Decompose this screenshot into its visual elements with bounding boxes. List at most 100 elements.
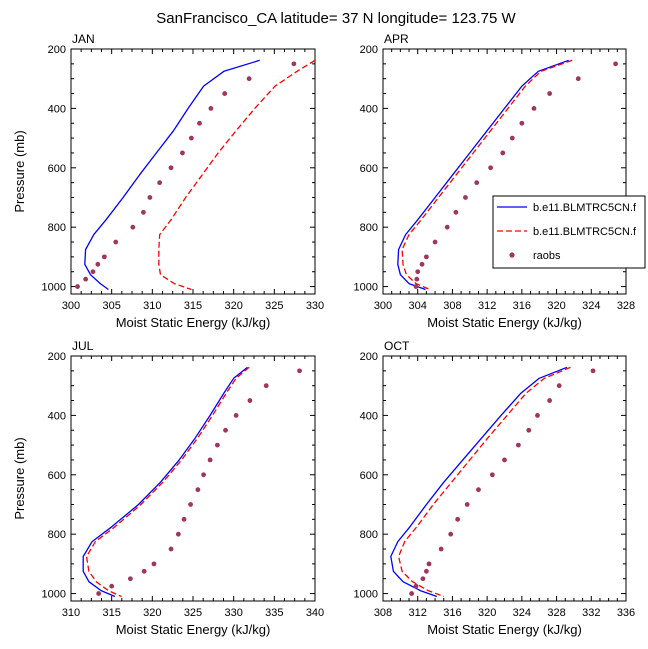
y-tick-label: 400 xyxy=(360,410,378,422)
raobs-point xyxy=(147,195,153,200)
raobs-point xyxy=(180,150,185,156)
raobs-point xyxy=(509,135,515,141)
y-tick-label: 800 xyxy=(48,529,66,541)
y-tick-label: 800 xyxy=(48,222,66,234)
plot-frame xyxy=(70,48,316,295)
raobs-point xyxy=(188,135,194,141)
raobs-point xyxy=(141,568,147,574)
raobs-point xyxy=(547,398,553,403)
raobs-point xyxy=(215,442,220,448)
y-tick-label: 400 xyxy=(48,103,66,115)
raobs-point xyxy=(208,105,214,111)
panel-title: APR xyxy=(384,32,409,46)
series-group xyxy=(82,366,302,598)
raobs-point xyxy=(101,254,107,260)
raobs-point xyxy=(463,195,468,200)
y-tick-label: 1000 xyxy=(42,282,66,294)
x-tick-label: 312 xyxy=(478,300,496,312)
y-tick-label: 200 xyxy=(48,351,66,363)
raobs-point xyxy=(109,583,115,589)
x-axis-label: Moist Static Energy (kJ/kg) xyxy=(427,315,582,330)
panel-jan: JAN 300 305 310 315 320 325 330 200 400 600 800 1000… xyxy=(12,32,324,330)
raobs-point xyxy=(448,531,454,537)
x-tick-label: 308 xyxy=(374,607,392,619)
raobs-point xyxy=(246,76,252,82)
raobs-point xyxy=(488,165,494,171)
panel-title: OCT xyxy=(384,339,410,353)
raobs-point xyxy=(556,383,562,389)
x-axis-label: Moist Static Energy (kJ/kg) xyxy=(427,622,582,637)
raobs-point xyxy=(409,591,415,596)
raobs-point xyxy=(444,224,450,230)
raobs-point xyxy=(188,502,193,507)
raobs-point xyxy=(474,180,480,186)
figure-title: SanFrancisco_CA latitude= 37 N longitude… xyxy=(156,10,516,27)
raobs-point xyxy=(413,284,419,289)
raobs-point xyxy=(453,209,459,215)
panel-apr: APR 300 304 308 312 316 320 324 328 200 400 600 800 1… xyxy=(354,32,636,330)
model-line-dashed xyxy=(397,366,571,598)
raobs-point xyxy=(181,516,187,522)
legend-label: b.e11.BLMTRC5CN.f xyxy=(533,226,637,238)
raobs-point xyxy=(464,502,470,507)
raobs-point xyxy=(547,91,553,96)
x-tick-label: 325 xyxy=(265,300,283,312)
raobs-point xyxy=(476,487,481,493)
legend: b.e11.BLMTRC5CN.f b.e11.BLMTRC5CN.f raobs xyxy=(492,195,646,269)
x-tick-label: 324 xyxy=(513,607,531,619)
raobs-point xyxy=(175,531,181,537)
model-line-solid xyxy=(397,59,569,291)
raobs-point xyxy=(590,368,596,374)
y-tick-label: 600 xyxy=(360,163,378,175)
model-line-solid xyxy=(390,366,568,598)
x-tick-label: 316 xyxy=(443,607,461,619)
x-tick-label: 328 xyxy=(547,607,565,619)
y-tick-label: 400 xyxy=(48,410,66,422)
raobs-point xyxy=(127,576,133,582)
y-tick-label: 200 xyxy=(360,351,378,363)
y-tick-label: 200 xyxy=(360,44,378,56)
raobs-point xyxy=(263,383,269,389)
legend-box xyxy=(492,195,646,269)
y-axis-label: Pressure (mb) xyxy=(12,130,27,212)
model-line-dashed xyxy=(401,59,573,291)
raobs-point xyxy=(83,276,89,282)
x-axis-label: Moist Static Energy (kJ/kg) xyxy=(116,315,271,330)
panels: JAN 300 305 310 315 320 325 330 200 400 600 800 1000… xyxy=(12,32,635,637)
raobs-point xyxy=(489,472,495,478)
raobs-point xyxy=(423,568,429,574)
raobs-point xyxy=(197,120,202,126)
raobs-point xyxy=(515,442,521,448)
plot-frame xyxy=(382,355,627,602)
y-tick-label: 600 xyxy=(48,163,66,175)
raobs-point xyxy=(455,516,461,522)
raobs-point xyxy=(222,91,228,96)
series-group xyxy=(390,366,596,598)
x-tick-label: 320 xyxy=(143,607,161,619)
raobs-point xyxy=(140,209,146,215)
x-axis-label: Moist Static Energy (kJ/kg) xyxy=(116,622,271,637)
x-tick-label: 310 xyxy=(143,300,161,312)
x-tick-label: 325 xyxy=(184,607,202,619)
y-tick-label: 800 xyxy=(360,222,378,234)
raobs-point xyxy=(233,412,239,418)
model-line-solid xyxy=(82,366,248,598)
raobs-point xyxy=(207,457,213,463)
x-tick-label: 316 xyxy=(513,300,531,312)
raobs-point xyxy=(247,398,253,403)
raobs-point xyxy=(502,457,507,463)
raobs-point xyxy=(526,427,532,433)
raobs-point xyxy=(95,261,101,267)
panel-title: JUL xyxy=(72,339,94,353)
raobs-point xyxy=(157,180,163,186)
raobs-point xyxy=(113,239,119,245)
raobs-point xyxy=(420,576,426,582)
raobs-point xyxy=(535,412,540,418)
y-tick-label: 400 xyxy=(360,103,378,115)
raobs-point xyxy=(531,105,537,111)
legend-label: raobs xyxy=(533,250,561,262)
x-tick-label: 300 xyxy=(62,300,80,312)
x-tick-label: 308 xyxy=(443,300,461,312)
model-line-dashed xyxy=(85,366,250,598)
